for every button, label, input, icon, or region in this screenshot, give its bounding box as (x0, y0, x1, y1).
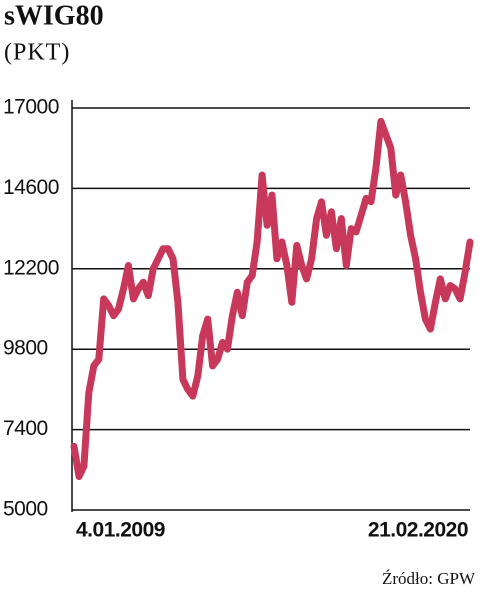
y-tick-label: 9800 (3, 337, 48, 360)
x-tick-label: 21.02.2020 (368, 519, 468, 542)
y-tick-label: 12200 (3, 256, 59, 279)
y-tick-label: 17000 (3, 96, 59, 119)
source: Źródło: GPW (382, 569, 476, 588)
y-tick-label: 14600 (3, 176, 59, 199)
line (70, 117, 474, 480)
y-tick-label: 7400 (3, 417, 48, 440)
x-tick-label: 4.01.2009 (76, 519, 165, 542)
y-tick-label: 5000 (3, 498, 48, 521)
chart-title: sWIG80 (4, 0, 104, 31)
chart-subtitle: (PKT) (4, 40, 70, 66)
